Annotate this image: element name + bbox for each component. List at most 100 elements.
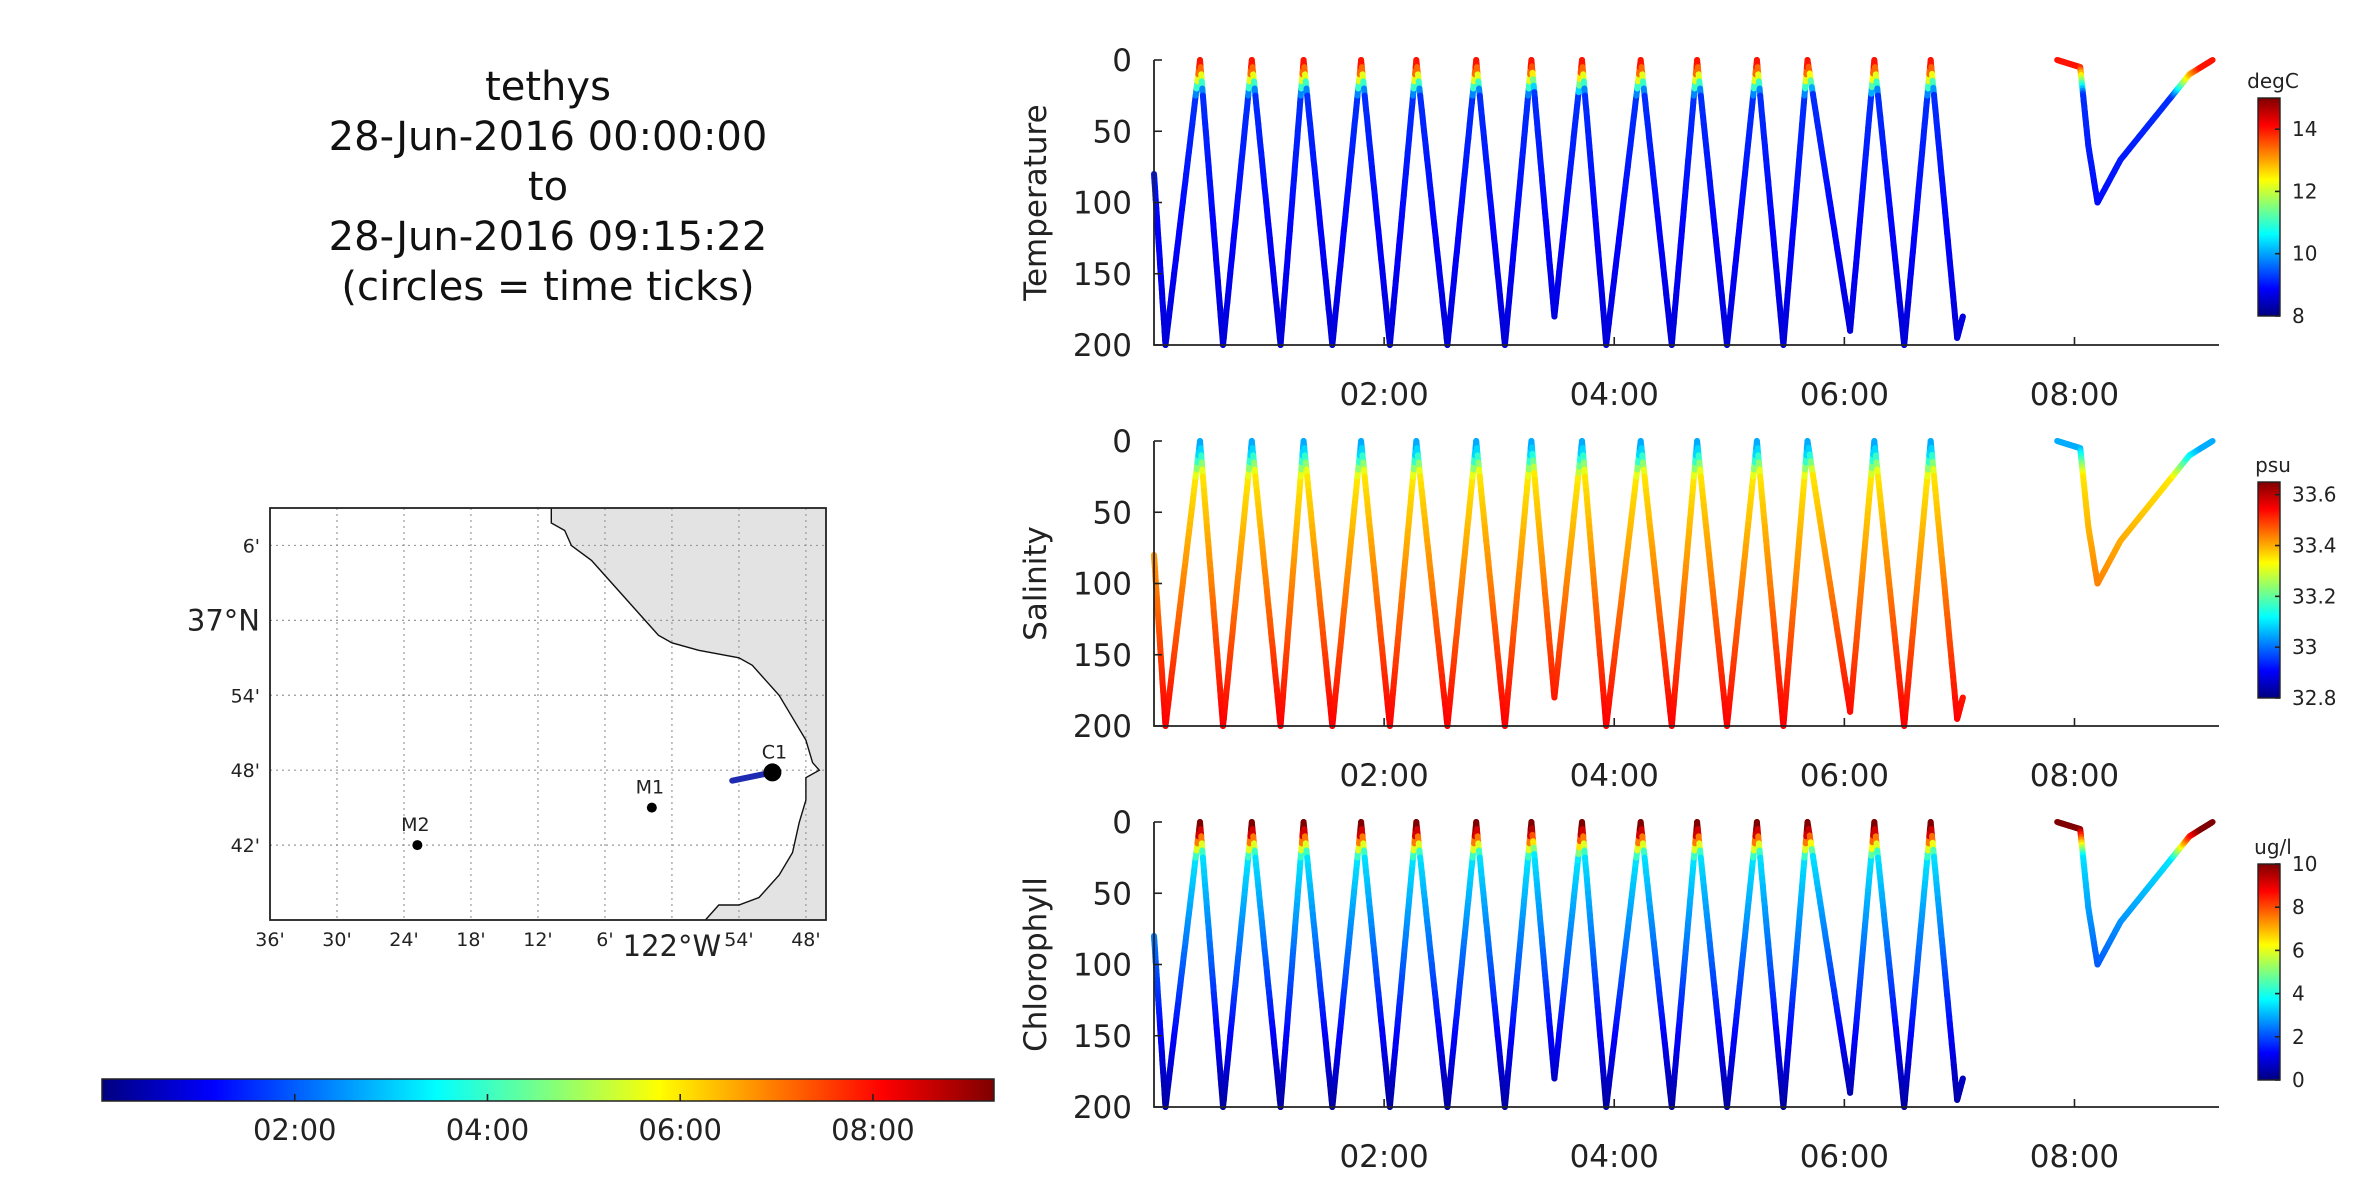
colorbar-tick-label: 33.2 [2292,584,2337,608]
map-lon-label: 6' [596,929,613,951]
y-tick-label: 0 [1112,43,1132,79]
data-points [1151,819,2216,1110]
colorbar-tick-label: 12 [2292,179,2317,203]
y-tick-label: 150 [1073,1019,1132,1055]
y-tick-label: 150 [1073,257,1132,293]
x-tick-label: 02:00 [1339,1139,1428,1175]
map-lon-label: 12' [523,929,552,951]
x-tick-label: 08:00 [2030,758,2119,794]
time-colorbar: 02:00 04:00 06:00 08:00 [101,1078,995,1147]
x-tick-label: 02:00 [1339,758,1428,794]
colorbar-tick-label: 33.4 [2292,534,2337,558]
station-marker [646,802,657,813]
data-point [2208,819,2216,826]
colorbar [2257,481,2281,699]
y-tick-label: 200 [1073,1090,1132,1126]
map-frame [269,507,827,921]
x-tick-label: 06:00 [1800,377,1889,413]
y-tick-label: 100 [1073,567,1132,603]
time-colorbar-tick-label: 08:00 [831,1113,915,1147]
map-lon-label: 36' [255,929,284,951]
time-colorbar-tick-label: 04:00 [446,1113,530,1147]
map-lon-label: 122°W [623,929,722,963]
y-tick-label: 150 [1073,638,1132,674]
colorbar-tick-label: 4 [2292,982,2305,1006]
title-platform: tethys [485,64,611,110]
map-lat-label: 6' [243,535,260,557]
map-lon-label: 48' [791,929,820,951]
title-to: to [527,164,569,210]
colorbar-tick-label: 14 [2292,117,2317,141]
colorbar-tick-label: 0 [2292,1068,2305,1092]
map-grid [270,508,826,920]
y-tick-label: 0 [1112,805,1132,841]
x-tick-label: 04:00 [1570,758,1659,794]
y-tick-label: 100 [1073,948,1132,984]
data-point [2208,57,2216,64]
colorbar-units: degC [2247,69,2299,93]
y-tick-label: 50 [1093,114,1132,150]
colorbar-tick-label: 8 [2292,895,2305,919]
time-colorbar-tick-label: 06:00 [638,1113,722,1147]
time-colorbar-gradient [101,1078,995,1102]
colorbar-tick-label: 33 [2292,635,2317,659]
x-tick-label: 06:00 [1800,758,1889,794]
colorbar-tick-label: 10 [2292,242,2317,266]
colorbar [2257,863,2281,1081]
y-axis-label: Salinity [1018,526,1054,641]
x-tick-label: 06:00 [1800,1139,1889,1175]
station-label: C1 [762,741,787,763]
colorbar-tick-label: 33.6 [2292,483,2337,507]
station-marker [763,763,782,782]
map-lon-label: 30' [322,929,351,951]
x-tick-label: 04:00 [1570,1139,1659,1175]
y-tick-label: 100 [1073,186,1132,222]
data-point [2208,438,2216,445]
data-points [1151,57,2216,348]
map-lon-label: 54' [724,929,753,951]
map-lat-label: 54' [231,685,260,707]
station-marker [412,840,423,851]
station-label: M1 [636,777,664,799]
y-tick-label: 200 [1073,328,1132,364]
y-axis-label: Temperature [1018,104,1054,301]
map-lon-labels: 36' 30' 24' 18' 12' 6' 122°W 54' 48' [255,929,820,963]
title-end-time: 28-Jun-2016 09:15:22 [328,214,768,260]
x-tick-label: 04:00 [1570,377,1659,413]
map-lon-label: 18' [456,929,485,951]
colorbar-tick-label: 8 [2292,304,2305,328]
data-points [1151,438,2216,729]
title-note: (circles = time ticks) [341,264,755,310]
land-area [551,508,826,920]
y-tick-label: 0 [1112,424,1132,460]
title-start-time: 28-Jun-2016 00:00:00 [328,114,768,160]
panel-salinity: 0 50 100 150 200 02:00 04:00 06:00 08:00 Salinity… [1018,424,2337,794]
plot-title: tethys 28-Jun-2016 00:00:00 to 28-Jun-20… [248,62,848,312]
station-label: M2 [401,814,429,836]
colorbar-tick-label: 32.8 [2292,686,2337,710]
map-stations: M2 M1 C1 [401,741,787,851]
colorbar [2257,97,2281,317]
y-tick-label: 50 [1093,495,1132,531]
y-tick-label: 50 [1093,876,1132,912]
map-lat-label: 37°N [187,603,260,637]
panel-temperature: 0 50 100 150 200 02:00 04:00 06:00 08:00 Temperat… [1018,43,2317,413]
map-lat-labels: 6' 37°N 54' 48' 42' [187,535,260,857]
y-tick-label: 200 [1073,709,1132,745]
colorbar-tick-label: 6 [2292,938,2305,962]
colorbar-units: psu [2255,453,2291,477]
map-lat-label: 42' [231,835,260,857]
colorbar-tick-label: 10 [2292,852,2317,876]
x-tick-label: 08:00 [2030,1139,2119,1175]
map-lat-label: 48' [231,760,260,782]
coastline [550,508,821,920]
x-tick-label: 02:00 [1339,377,1428,413]
y-axis-label: Chlorophyll [1018,877,1054,1052]
map-lon-label: 24' [389,929,418,951]
time-colorbar-ticks: 02:00 04:00 06:00 08:00 [253,1094,915,1147]
colorbar-units: ug/l [2254,835,2292,859]
x-tick-label: 08:00 [2030,377,2119,413]
